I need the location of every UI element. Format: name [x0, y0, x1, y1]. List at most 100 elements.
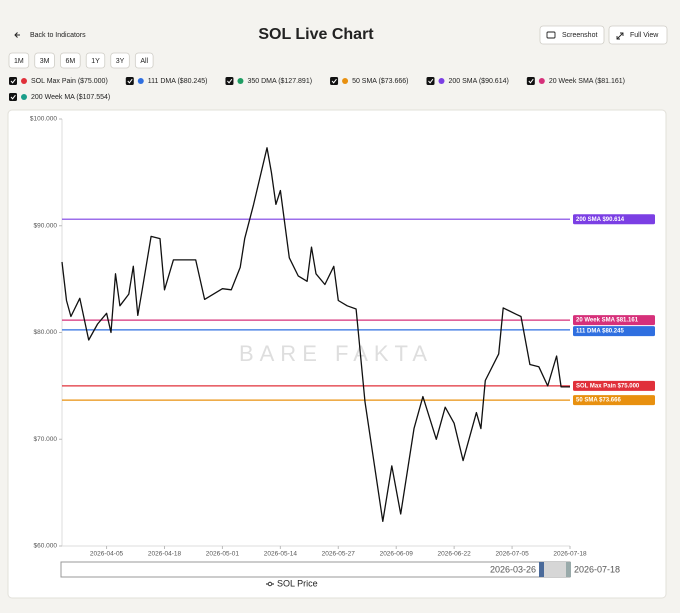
legend-label: 20 Week SMA ($81.161) — [549, 78, 625, 85]
legend-label: 50 SMA ($73.666) — [352, 78, 408, 85]
range-buttons: 1M 3M 6M 1Y 3Y All — [8, 52, 154, 69]
legend-label: 350 DMA ($127.891) — [247, 78, 312, 85]
chart-card — [7, 109, 667, 599]
navigator-end: 2026-07-18 — [574, 564, 620, 574]
legend-item[interactable]: 350 DMA ($127.891) — [225, 77, 312, 85]
series-swatch-dot — [267, 581, 273, 587]
series-legend[interactable]: SOL Price — [266, 578, 318, 588]
range-box — [134, 52, 154, 69]
y-tick-label: $70.000 — [34, 436, 58, 443]
series-legend-label: SOL Price — [277, 578, 318, 588]
value-tag — [573, 395, 655, 406]
range-box — [85, 52, 106, 69]
legend: SOL Max Pain ($75.000) 111 DMA ($80.245) 3… — [9, 77, 625, 101]
x-tick-label: 2026-05-27 — [322, 551, 356, 558]
range-button[interactable]: 1Y — [85, 52, 106, 69]
legend-swatch — [538, 78, 545, 84]
legend-swatch — [342, 78, 349, 84]
range-label: 1Y — [91, 58, 100, 65]
x-tick-label: 2026-05-14 — [264, 551, 298, 558]
x-tick-label: 2026-07-05 — [495, 551, 529, 558]
value-tag-label: SOL Max Pain $75.000 — [576, 383, 640, 389]
legend-label: 200 SMA ($90.614) — [449, 78, 509, 85]
fullview-button[interactable]: Full View — [608, 25, 668, 45]
check — [10, 78, 16, 84]
legend-label: 111 DMA ($80.245) — [148, 78, 208, 85]
checkbox — [526, 77, 535, 85]
check — [227, 78, 233, 84]
button-box — [539, 25, 605, 45]
button-text: Full View — [630, 32, 659, 39]
check — [528, 78, 534, 84]
legend-item[interactable]: 111 DMA ($80.245) — [125, 77, 208, 85]
x-tick-label: 2026-04-05 — [90, 551, 124, 558]
legend-item[interactable]: 200 Week MA ($107.554) — [9, 93, 110, 101]
range-button[interactable]: 3M — [34, 52, 55, 69]
legend-swatch — [21, 94, 27, 100]
legend-item[interactable]: SOL Max Pain ($75.000) — [9, 77, 108, 85]
range-label: 3M — [40, 58, 50, 65]
value-tag — [573, 326, 655, 337]
range-label: All — [140, 58, 148, 65]
range-label: 6M — [65, 58, 75, 65]
checkbox — [330, 77, 339, 85]
expand-icon — [616, 32, 624, 40]
range-box — [34, 52, 55, 69]
value-tag-label: 50 SMA $73.666 — [576, 398, 621, 404]
y-tick-label: $100.000 — [30, 116, 57, 123]
price-line — [61, 147, 570, 523]
x-tick-label: 2026-07-18 — [553, 551, 587, 558]
legend-label: SOL Max Pain ($75.000) — [31, 78, 108, 85]
value-tag-label: 111 DMA $80.245 — [576, 329, 624, 335]
check — [331, 78, 337, 84]
range-button[interactable]: 6M — [60, 52, 81, 69]
check — [10, 94, 16, 100]
y-tick-label: $90.000 — [34, 222, 58, 229]
navigator-window — [542, 562, 567, 577]
legend-swatch — [438, 78, 445, 84]
range-box — [60, 52, 81, 69]
screenshot-button[interactable]: Screenshot — [539, 25, 605, 45]
range-box — [8, 52, 30, 69]
legend-item[interactable]: 50 SMA ($73.666) — [330, 77, 409, 85]
legend-swatch — [137, 78, 144, 84]
value-tag-label: 20 Week SMA $81.161 — [576, 318, 639, 324]
checkbox — [9, 93, 17, 101]
range-button[interactable]: 3Y — [110, 52, 130, 69]
navigator-handle[interactable] — [566, 562, 571, 577]
value-tag-label: 200 SMA $90.614 — [576, 217, 625, 223]
x-tick-label: 2026-06-09 — [380, 551, 414, 558]
checkbox — [225, 77, 234, 85]
plot: BARE FAKTA $60.000 $70.000 $80.000 $90.000 $1… — [30, 116, 655, 588]
y-tick-label: $60.000 — [34, 543, 58, 550]
x-tick-label: 2026-06-22 — [438, 551, 472, 558]
checkbox — [426, 77, 435, 85]
watermark: BARE FAKTA — [239, 341, 433, 366]
legend-label: 200 Week MA ($107.554) — [31, 94, 110, 101]
check — [127, 78, 133, 84]
legend-swatch — [237, 78, 244, 84]
range-label: 3Y — [116, 58, 125, 65]
range-label: 1M — [14, 58, 24, 65]
range-box — [110, 52, 130, 69]
page-title: SOL Live Chart — [258, 26, 374, 43]
back-text: Back to Indicators — [30, 32, 86, 39]
legend-item[interactable]: 20 Week SMA ($81.161) — [526, 77, 625, 85]
value-tag — [573, 315, 655, 326]
legend-item[interactable]: 200 SMA ($90.614) — [426, 77, 509, 85]
navigator-start: 2026-03-26 — [490, 564, 536, 574]
range-button[interactable]: All — [134, 52, 154, 69]
button-box — [608, 25, 668, 45]
x-tick-label: 2026-04-18 — [148, 551, 182, 558]
value-tag — [573, 214, 655, 225]
x-tick-label: 2026-05-01 — [206, 551, 240, 558]
checkbox — [125, 77, 134, 85]
check — [428, 78, 434, 84]
back-icon — [14, 32, 20, 38]
back-link[interactable]: Back to Indicators — [14, 32, 86, 39]
value-tag — [573, 380, 655, 391]
button-text: Screenshot — [562, 32, 597, 39]
navigator-handle[interactable] — [539, 562, 544, 577]
range-button[interactable]: 1M — [8, 52, 30, 69]
y-tick-label: $80.000 — [34, 329, 58, 336]
